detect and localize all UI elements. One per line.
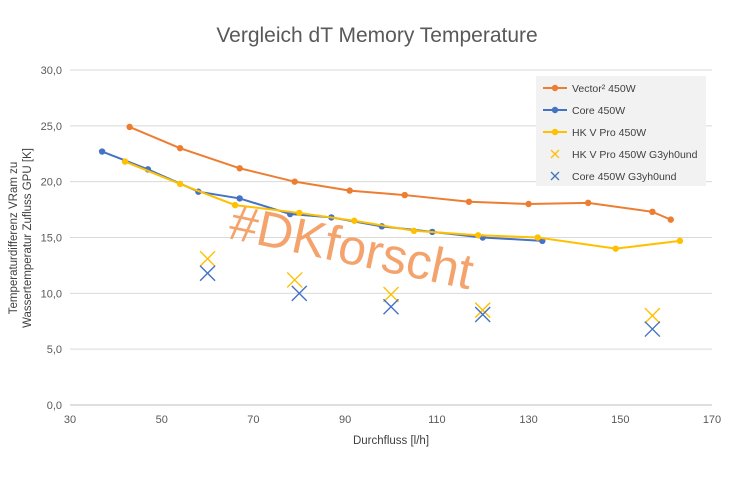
legend-swatch-cross [550,171,560,181]
chart-title: Vergleich dT Memory Temperature [216,24,537,47]
legend-entry: Core 450W [543,105,625,117]
legend-label: HK V Pro 450W [572,127,646,139]
series-layer [98,123,684,338]
data-point [291,178,298,185]
data-point-cross [474,302,491,319]
y-tick-label: 20,0 [41,177,62,189]
y-tick-label: 15,0 [41,233,62,245]
y-tick-label: 10,0 [41,288,62,300]
data-point [98,148,106,155]
series-group [121,158,684,252]
legend-label: Vector² 450W [572,83,636,95]
data-point [351,217,358,224]
legend-entry: Vector² 450W [543,83,636,95]
data-point [236,165,243,172]
data-point-cross [291,285,308,302]
legend: Vector² 450W Core 450W HK V Pro 450W HK V P… [536,76,706,186]
data-point [176,180,184,188]
legend-entry: HK V Pro 450W [543,127,646,139]
watermark: #DKforscht [225,194,479,300]
data-point [534,234,541,241]
legend-label: Core 450W [572,105,625,117]
data-point-cross [199,250,216,267]
data-point [176,144,184,152]
x-tick-labels: 30 50 70 90 110 130 150 170 [64,414,721,426]
legend-label: HK V Pro 450W G3yh0und [572,149,698,161]
series-group [199,250,661,324]
data-point [667,216,674,223]
data-point [465,198,473,205]
data-point-cross [474,306,491,323]
x-tick-label: 30 [64,414,76,426]
x-tick-label: 130 [519,414,537,426]
series-group [199,265,661,338]
y-tick-labels: 0,0 5,0 10,0 15,0 20,0 25,0 30,0 [41,65,62,412]
series-group [126,123,674,223]
y-tick-label: 30,0 [41,65,62,77]
x-tick-label: 110 [428,414,446,426]
data-point-cross [644,307,661,324]
y-axis-label: Temperaturdifferenz VRam zu Wassertemper… [8,148,34,328]
data-point [410,227,418,234]
data-point [236,195,243,202]
legend-entry: Core 450W G3yh0und [550,171,677,183]
data-point [401,191,408,199]
data-point [676,237,684,245]
legend-swatch-marker [551,128,559,136]
data-point [296,209,303,217]
y-tick-label: 5,0 [47,344,62,356]
data-point [584,199,592,207]
x-axis-label: Durchfluss [l/h] [353,435,429,447]
y-axis-label-line1: Temperaturdifferenz VRam zu [8,162,20,315]
x-tick-label: 50 [156,414,168,426]
data-point [525,200,532,208]
data-point-cross [199,265,216,282]
x-tick-label: 90 [339,414,351,426]
data-point [231,201,239,209]
data-point [121,158,129,165]
x-tick-label: 150 [611,414,629,426]
x-tick-label: 170 [703,414,721,426]
y-axis-label-line2: Wassertemperatur Zufluss GPU [K] [22,148,34,328]
y-tick-label: 0,0 [47,400,62,412]
series-line [124,160,681,250]
data-point-cross [644,321,661,338]
legend-entry: HK V Pro 450W G3yh0und [550,149,698,161]
legend-swatch-marker [551,106,559,114]
data-point-cross [286,271,303,288]
data-point-cross [383,298,399,315]
data-point [346,187,353,194]
data-point [126,123,133,131]
data-point [612,245,619,252]
x-tick-label: 70 [247,414,259,426]
y-tick-label: 25,0 [41,121,62,133]
legend-swatch-cross [550,149,560,159]
legend-label: Core 450W G3yh0und [572,171,677,183]
data-point [474,232,482,239]
legend-swatch-marker [551,84,559,92]
data-point [649,208,656,216]
data-point-cross [383,286,399,303]
